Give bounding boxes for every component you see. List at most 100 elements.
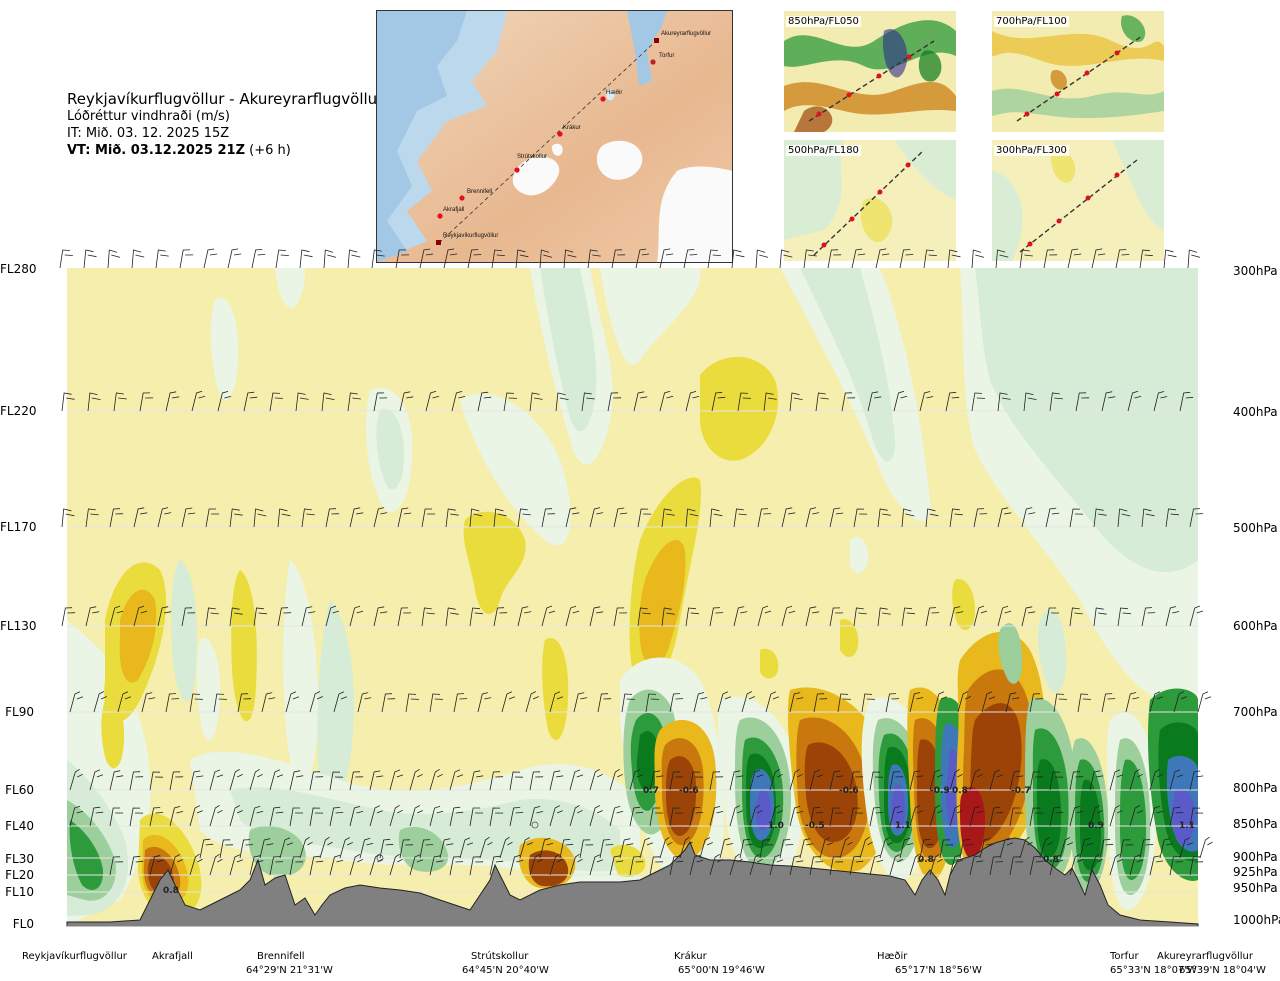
- wind-barb: [839, 836, 853, 859]
- wind-barb: [209, 853, 223, 876]
- wind-barb: [1069, 854, 1083, 876]
- wind-barb: [569, 853, 583, 876]
- wind-barb: [419, 839, 434, 859]
- wind-barb: [637, 607, 651, 627]
- wind-barb: [321, 392, 335, 412]
- fl-label-20: FL20: [5, 868, 34, 882]
- wind-barb: [659, 248, 674, 269]
- wind-barb: [1021, 507, 1036, 528]
- wind-barb: [319, 836, 333, 859]
- wind-barb: [569, 769, 584, 791]
- lead-time: (+6 h): [249, 143, 291, 158]
- wind-barb: [981, 691, 996, 713]
- wind-barb: [899, 838, 914, 859]
- wind-barb: [609, 855, 624, 876]
- wind-barb: [189, 805, 203, 827]
- wind-barb: [1141, 607, 1156, 627]
- wind-barb: [711, 391, 726, 412]
- wind-barb: [359, 837, 374, 859]
- wind-barb: [1129, 768, 1143, 791]
- wind-barb: [799, 838, 814, 859]
- chart-subtitle: Lóðréttur vindhraði (m/s): [67, 109, 230, 124]
- fl-label-30: FL30: [5, 852, 34, 866]
- wind-barb: [493, 607, 508, 627]
- wind-barb: [261, 692, 276, 713]
- wind-barb: [809, 806, 824, 827]
- wind-barb: [669, 771, 684, 791]
- wind-barb: [565, 605, 580, 627]
- map-label-strutskollur: Strútskollur: [517, 154, 547, 160]
- wind-barb: [89, 806, 104, 827]
- wind-barb: [409, 768, 423, 791]
- wind-barb: [1009, 807, 1024, 827]
- wind-barb: [819, 837, 834, 859]
- fl-label-60: FL60: [5, 783, 34, 797]
- wind-barb: [899, 249, 914, 269]
- contour-label: -0.7: [1011, 786, 1031, 796]
- wind-barb: [709, 771, 724, 791]
- wind-barb: [449, 806, 464, 827]
- wind-barb: [1039, 836, 1053, 859]
- wind-barb: [589, 768, 603, 791]
- wind-barb: [589, 854, 604, 876]
- wind-barb: [733, 508, 747, 528]
- wind-barb: [909, 853, 923, 876]
- wind-barb: [347, 249, 361, 269]
- wind-barb: [499, 836, 513, 859]
- wind-barb: [213, 693, 228, 713]
- wind-barb: [729, 853, 743, 876]
- wind-barb: [1117, 508, 1131, 528]
- inset-label-300: 300hPa/FL300: [994, 145, 1069, 156]
- wind-barb: [1089, 805, 1103, 827]
- wind-barb: [829, 607, 844, 627]
- wind-barb: [929, 769, 944, 791]
- wind-barb: [1189, 605, 1204, 627]
- wind-barb: [1099, 838, 1114, 859]
- wind-barb: [1109, 769, 1124, 791]
- wind-barb: [409, 805, 423, 827]
- wind-barb: [219, 839, 234, 859]
- location-brennifell-coord: 64°29'N 21°31'W: [246, 965, 333, 976]
- wind-barb: [1153, 391, 1168, 412]
- wind-barb: [1049, 806, 1064, 827]
- wind-barb: [1005, 692, 1020, 713]
- wind-barb: [893, 390, 908, 412]
- wind-barb: [867, 391, 882, 412]
- wind-barb: [289, 807, 304, 827]
- wind-barb: [69, 805, 84, 827]
- wind-barb: [155, 249, 169, 269]
- fl-label-220: FL220: [0, 404, 37, 418]
- pressure-label-400: 400hPa: [1233, 405, 1278, 419]
- wind-barb: [397, 507, 412, 528]
- wind-barb: [805, 606, 820, 627]
- wind-barb: [277, 607, 292, 627]
- wind-barb: [1009, 770, 1024, 791]
- wind-barb: [85, 606, 100, 627]
- wind-barb: [733, 606, 748, 627]
- wind-barb: [429, 768, 443, 791]
- wind-barb: [227, 248, 242, 269]
- fl-label-40: FL40: [5, 819, 34, 833]
- wind-barb: [269, 806, 284, 827]
- wind-barb: [149, 807, 164, 827]
- wind-barb: [181, 607, 196, 627]
- wind-barb: [445, 508, 459, 528]
- wind-barb: [389, 769, 404, 791]
- map-label-akrafjall: Akrafjall: [443, 207, 464, 213]
- wind-barb: [923, 249, 937, 269]
- wind-barb: [789, 805, 804, 827]
- wind-barb: [1019, 249, 1033, 269]
- wind-barb: [841, 392, 856, 412]
- wind-barb: [709, 854, 723, 876]
- wind-barb: [849, 807, 864, 827]
- wind-barb: [323, 249, 337, 269]
- wind-barb: [989, 856, 1004, 876]
- inset-label-500: 500hPa/FL180: [786, 145, 861, 156]
- wind-barb: [1019, 836, 1033, 859]
- wind-barb: [61, 392, 75, 412]
- wind-barb: [859, 836, 873, 859]
- wind-barb: [829, 770, 844, 791]
- wind-barb: [253, 607, 267, 627]
- wind-barb: [61, 607, 76, 627]
- wind-barb: [889, 771, 904, 791]
